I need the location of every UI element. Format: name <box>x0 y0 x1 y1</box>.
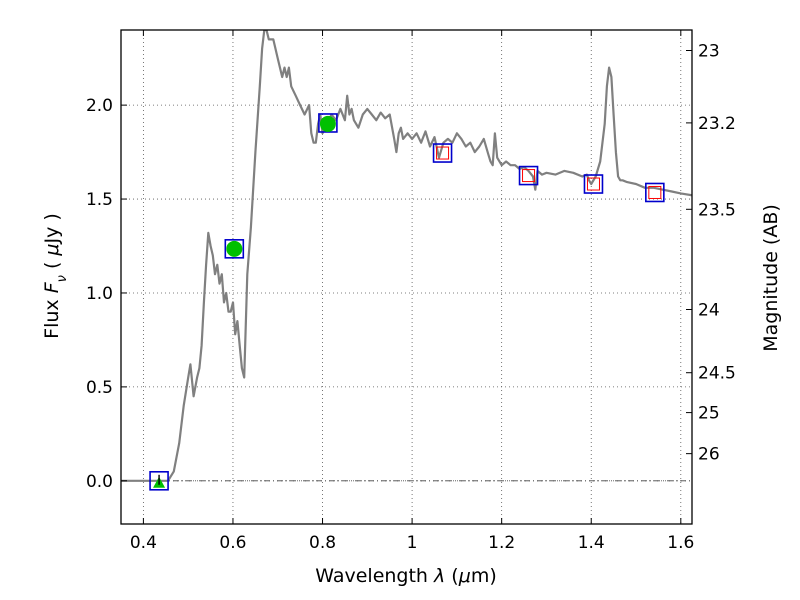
y2-tick-label: 24.5 <box>698 364 736 384</box>
model-photometry-box <box>318 113 338 133</box>
model-photometry-box <box>432 143 453 163</box>
y2-tick-label: 26 <box>698 445 720 465</box>
x-tick-label: 1.6 <box>667 533 694 553</box>
x-axis-label: Wavelength λ (μm) <box>315 565 496 587</box>
y2-tick-label: 23.2 <box>698 114 736 134</box>
model-photometry-inner <box>648 185 662 199</box>
model-photometry-inner <box>436 146 450 160</box>
model-photometry-box <box>149 470 169 491</box>
x-tick-label: 0.4 <box>130 533 157 553</box>
model-photometry-inner <box>586 177 600 191</box>
x-tick-label: 1.2 <box>488 533 515 553</box>
y2-tick-label: 23.5 <box>698 200 736 220</box>
y-tick-label: 2.0 <box>86 96 113 116</box>
model-photometry-box <box>518 165 539 186</box>
y2-tick-label: 23 <box>698 41 720 61</box>
y-axis-label: Flux Fν ( μJy ) <box>41 213 70 339</box>
grid-lines <box>121 30 692 524</box>
data-layer <box>121 30 692 491</box>
model-photometry-box <box>645 182 665 203</box>
x-tick-label: 1.4 <box>578 533 605 553</box>
template-spectrum-line <box>121 30 692 482</box>
plot-area <box>121 30 692 491</box>
y2-tick-label: 24 <box>698 300 720 320</box>
x-tick-label: 1 <box>407 533 418 553</box>
model-photometry-box <box>224 239 245 259</box>
ticks: 0.4 0.6 0.8 1 1.2 1.4 1.6 0.0 0.5 1.0 1.5 2.0 23 23.2… <box>86 30 736 553</box>
y-tick-label: 1.0 <box>86 284 113 304</box>
plot-frame <box>120 29 693 525</box>
y2-tick-label: 25 <box>698 404 720 424</box>
y-tick-label: 1.5 <box>86 190 113 210</box>
model-photometry-box <box>583 174 604 194</box>
x-tick-label: 0.6 <box>219 533 246 553</box>
y2-axis-label: Magnitude (AB) <box>760 204 782 352</box>
y-tick-label: 0.5 <box>86 378 113 398</box>
x-tick-label: 0.8 <box>309 533 336 553</box>
model-photometry-inner <box>522 169 536 183</box>
y-tick-label: 0.0 <box>86 472 113 492</box>
observed-point <box>319 115 336 132</box>
observed-point <box>226 240 243 257</box>
